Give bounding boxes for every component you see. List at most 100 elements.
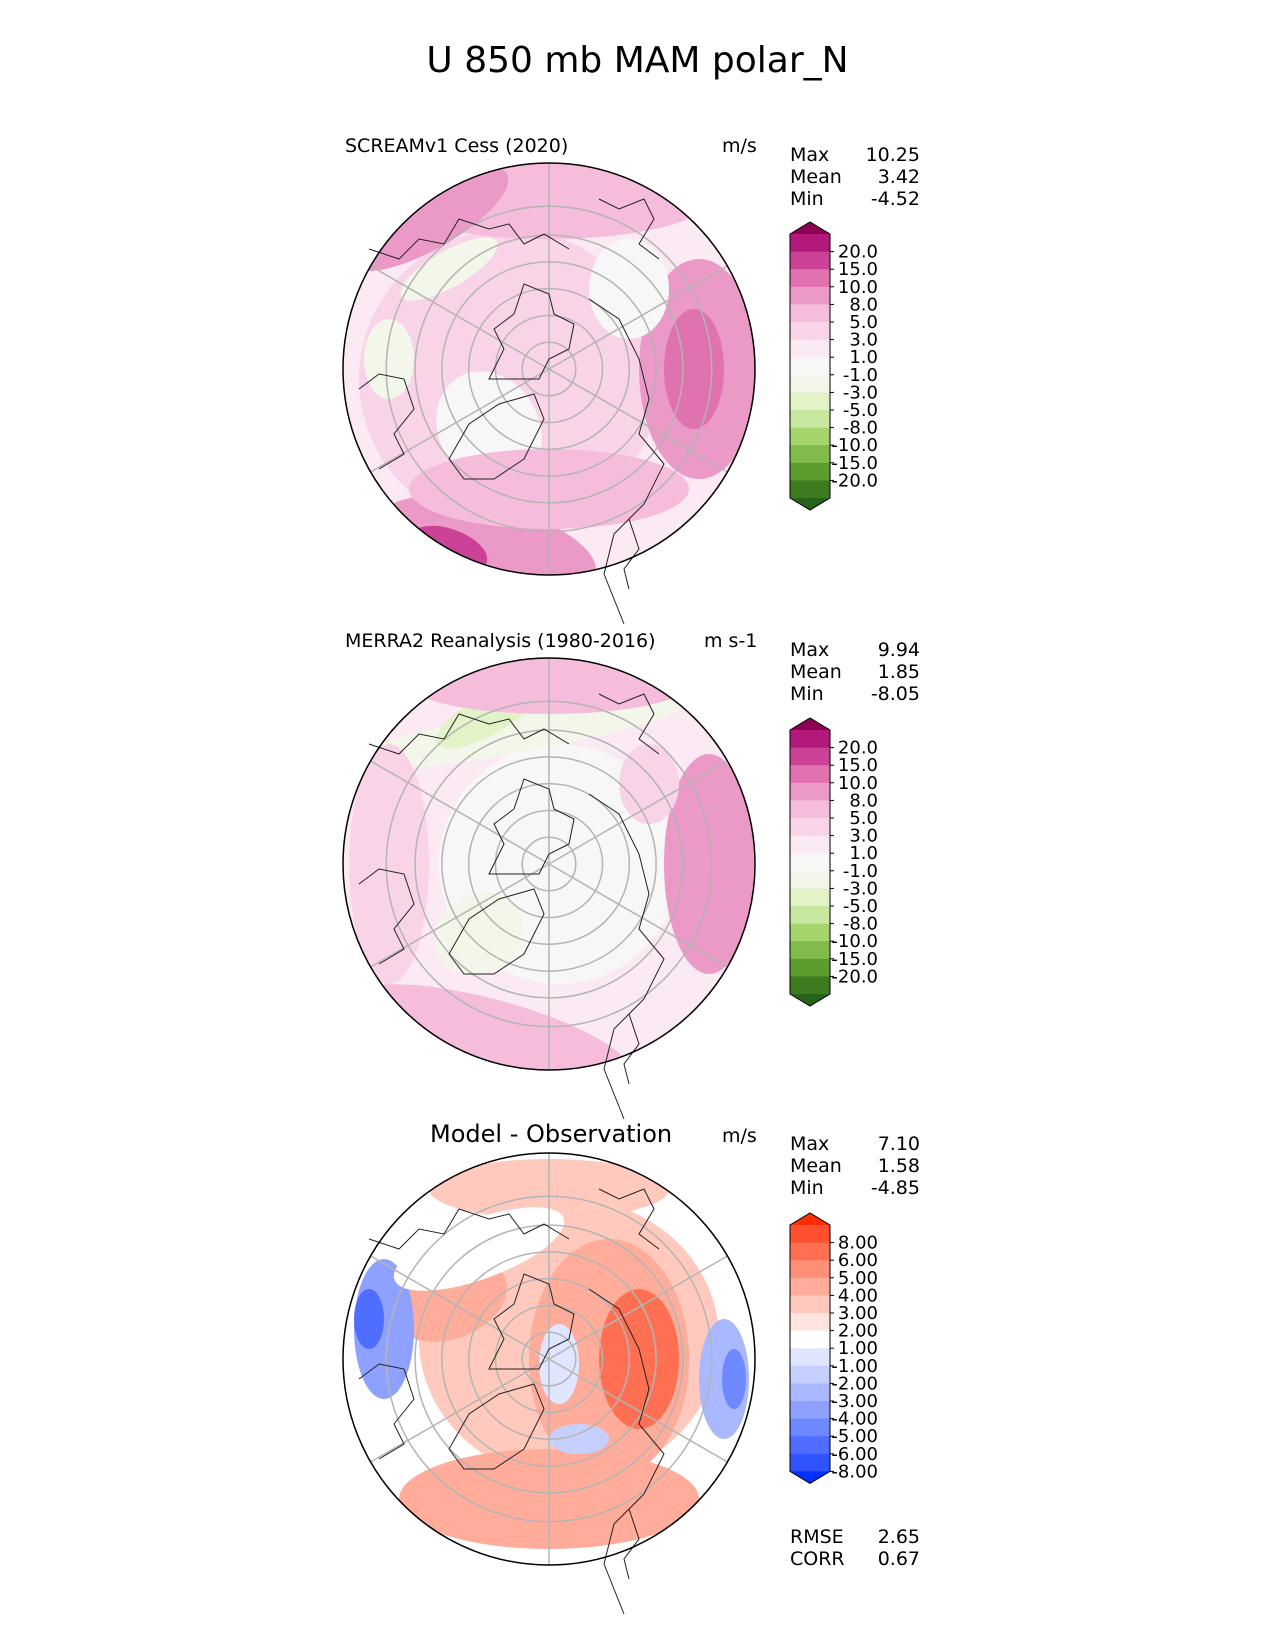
contour-region [664, 309, 724, 429]
colorbar-segment [790, 445, 830, 464]
colorbar-segment [790, 870, 830, 889]
stat-mean-label: Mean [790, 661, 842, 683]
colorbar-tick-label: -15.0 [831, 453, 878, 474]
stat-min-value: -4.85 [870, 1177, 920, 1199]
contour-region [664, 754, 754, 974]
colorbar-outline [789, 717, 831, 1007]
colorbar-3: 8.006.005.004.003.002.001.00-1.00-2.00-3… [789, 1212, 878, 1484]
coastline [623, 1508, 640, 1580]
colorbar-segment [790, 322, 830, 341]
panel-2-units: m s-1 [704, 630, 758, 652]
colorbar-segment [790, 410, 830, 429]
colorbar-tick-label: -8.00 [831, 1461, 878, 1482]
colorbar-tick-label: -5.0 [843, 896, 878, 917]
coastline [588, 1288, 665, 1615]
colorbar-extend-bottom [790, 1471, 830, 1484]
colorbar-tick-label: 5.00 [838, 1268, 878, 1289]
colorbar-segment [790, 765, 830, 784]
colorbar-segment [790, 357, 830, 376]
panel-2-title: MERRA2 Reanalysis (1980-2016) [345, 630, 656, 652]
contour-region [400, 237, 498, 301]
colorbar-tick-label: -20.0 [831, 470, 878, 491]
colorbar-segment [790, 853, 830, 872]
colorbar-tick-label: 10.0 [838, 277, 878, 298]
meridian-gridline [548, 760, 728, 865]
colorbar-segment [790, 1260, 830, 1279]
contour-region [343, 984, 635, 1070]
stat-max-label: Max [790, 144, 830, 166]
colorbar-segment [790, 427, 830, 446]
colorbar-1: 20.015.010.08.05.03.01.0-1.0-3.0-5.0-8.0… [789, 221, 878, 511]
meridian-gridline [548, 1255, 728, 1360]
colorbar-tick-label: -8.0 [843, 914, 878, 935]
colorbar-tick-label: -10.0 [831, 931, 878, 952]
colorbar-segment [790, 800, 830, 819]
meridian-gridline [370, 1358, 550, 1463]
meridian-gridline [370, 1255, 550, 1360]
contour-region [529, 339, 589, 399]
contour-region [589, 239, 669, 339]
coastline [588, 793, 665, 1120]
contour-region [343, 697, 687, 771]
colorbar-segment [790, 1365, 830, 1384]
colorbar-tick-label: 10.0 [838, 773, 878, 794]
colorbar-segment [790, 374, 830, 393]
colorbar-2: 20.015.010.08.05.03.01.0-1.0-3.0-5.0-8.0… [789, 717, 878, 1007]
colorbar-tick-label: 2.00 [838, 1321, 878, 1342]
colorbar-segment [790, 923, 830, 942]
colorbar-tick-label: 8.0 [849, 294, 878, 315]
stat-mean-label: Mean [790, 1155, 842, 1177]
contour-field [343, 658, 755, 1070]
colorbar-tick-label: 1.0 [849, 843, 878, 864]
coastline [368, 1208, 570, 1250]
coastline [358, 373, 415, 470]
colorbar-extend-bottom [790, 994, 830, 1006]
colorbar-tick-label: -4.00 [831, 1409, 878, 1430]
rmse-value: 2.65 [877, 1526, 920, 1548]
contour-region [599, 1289, 679, 1429]
stat-max-value: 10.25 [865, 144, 920, 166]
colorbar-extend-bottom [790, 498, 830, 510]
panel-3-title: Model - Observation [430, 1120, 673, 1148]
polar-map-2 [342, 657, 756, 1120]
colorbar-tick-label: -6.00 [831, 1444, 878, 1465]
coastline [448, 393, 545, 480]
stat-mean-value: 3.42 [877, 166, 920, 188]
colorbar-segment [790, 976, 830, 995]
coastline [358, 868, 415, 965]
rmse-label: RMSE [790, 1526, 844, 1548]
colorbar-tick-label: 4.00 [838, 1285, 878, 1306]
colorbar-tick-label: 15.0 [838, 259, 878, 280]
colorbar-tick-label: 3.0 [849, 330, 878, 351]
colorbar-segment [790, 234, 830, 253]
panel-3-units: m/s [722, 1125, 757, 1147]
colorbar-tick-label: -3.00 [831, 1391, 878, 1412]
colorbar-tick-label: -2.00 [831, 1373, 878, 1394]
colorbar-tick-label: 3.0 [849, 826, 878, 847]
meridian-gridline [370, 760, 550, 865]
coastline [598, 693, 660, 755]
colorbar-segment [790, 286, 830, 305]
colorbar-segment [790, 462, 830, 481]
colorbar-tick-label: 5.0 [849, 808, 878, 829]
stat-mean-value: 1.85 [877, 661, 920, 683]
contour-region [354, 1289, 384, 1349]
stat-mean-value: 1.58 [877, 1155, 920, 1177]
panel-2-stats: Max 9.94 Mean 1.85 Min -8.05 [790, 639, 920, 705]
contour-region [382, 496, 596, 575]
coastline [448, 888, 545, 975]
colorbar-segment [790, 730, 830, 749]
coastline [358, 1363, 415, 1460]
stat-mean-label: Mean [790, 166, 842, 188]
colorbar-tick-label: -5.0 [843, 400, 878, 421]
panel-1-title: SCREAMv1 Cess (2020) [345, 135, 569, 157]
stat-min-label: Min [790, 188, 824, 210]
contour-region [349, 167, 509, 271]
colorbar-segment [790, 1453, 830, 1472]
colorbar-tick-label: -3.0 [843, 382, 878, 403]
colorbar-tick-label: -15.0 [831, 949, 878, 970]
coastline [488, 283, 575, 380]
figure-title: U 850 mb MAM polar_N [426, 40, 849, 81]
polar-map-3 [342, 1152, 756, 1615]
